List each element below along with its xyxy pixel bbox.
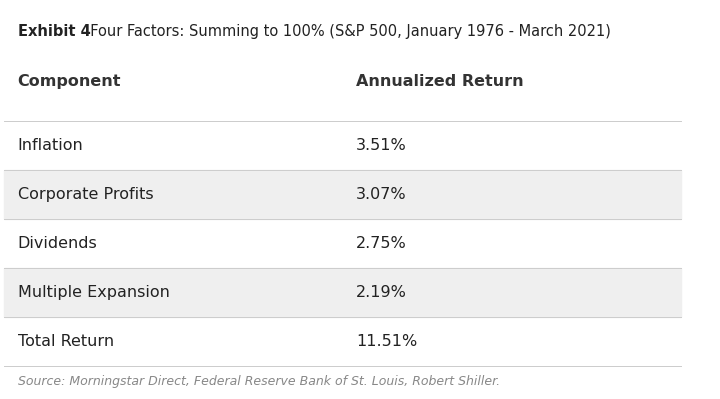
Text: 11.51%: 11.51% xyxy=(356,334,418,349)
Text: 3.07%: 3.07% xyxy=(356,187,407,202)
Text: 2.75%: 2.75% xyxy=(356,236,407,251)
Bar xyxy=(4,170,681,219)
Text: Four Factors: Summing to 100% (S&P 500, January 1976 - March 2021): Four Factors: Summing to 100% (S&P 500, … xyxy=(81,24,611,39)
Text: Total Return: Total Return xyxy=(18,334,114,349)
Text: Inflation: Inflation xyxy=(18,138,84,153)
Bar xyxy=(4,268,681,317)
Text: Source: Morningstar Direct, Federal Reserve Bank of St. Louis, Robert Shiller.: Source: Morningstar Direct, Federal Rese… xyxy=(18,375,500,388)
Text: Annualized Return: Annualized Return xyxy=(356,75,523,89)
Text: 2.19%: 2.19% xyxy=(356,285,407,300)
Text: Corporate Profits: Corporate Profits xyxy=(18,187,153,202)
Text: Multiple Expansion: Multiple Expansion xyxy=(18,285,170,300)
Text: 3.51%: 3.51% xyxy=(356,138,407,153)
Text: Component: Component xyxy=(18,75,121,89)
Text: Exhibit 4: Exhibit 4 xyxy=(18,24,91,39)
Text: Dividends: Dividends xyxy=(18,236,97,251)
